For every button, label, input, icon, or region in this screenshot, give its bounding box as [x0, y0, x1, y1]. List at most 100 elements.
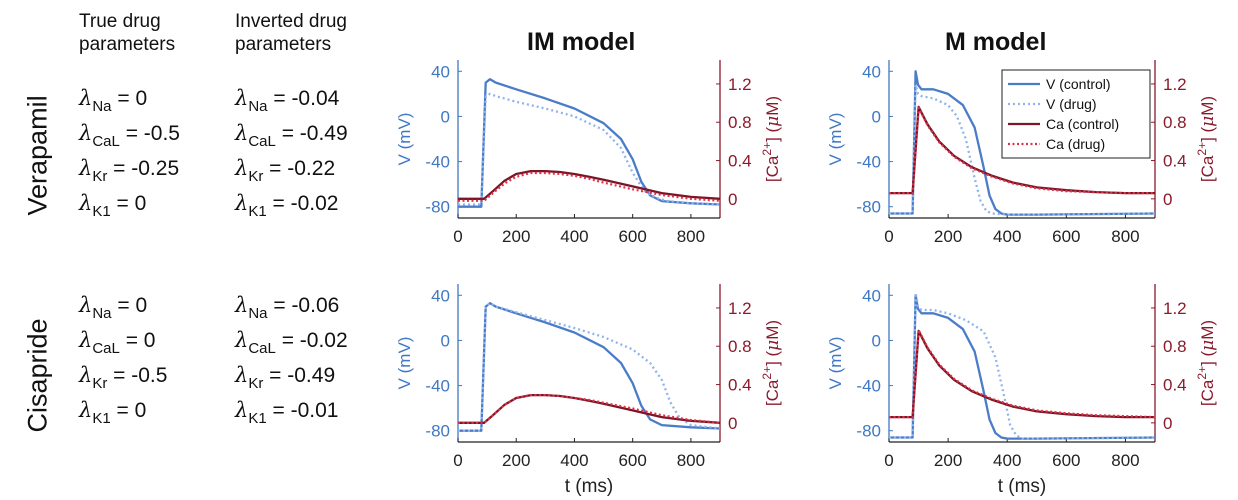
left-tick-label: 0: [872, 331, 881, 350]
label-part: [Ca: [1198, 379, 1217, 406]
left-tick-label: -40: [856, 377, 881, 396]
right-tick-label: 0.4: [728, 152, 752, 171]
right-axis-label: [Ca2+] (μM): [760, 320, 783, 406]
left-tick-label: -40: [425, 153, 450, 172]
param-value: = -0.22: [269, 157, 336, 180]
param-sub: K1: [92, 203, 111, 220]
param-row: λNa = 0: [79, 293, 167, 328]
param-value: = -0.04: [273, 87, 340, 110]
column-title-im-model: IM model: [527, 28, 636, 56]
right-axis-label: [Ca2+] (μM): [760, 96, 783, 182]
left-axis-label: V (mV): [826, 337, 845, 390]
left-tick-label: 40: [431, 62, 450, 81]
label-part: M): [763, 320, 782, 340]
lambda-symbol: λ: [235, 363, 249, 387]
series-line-v-control: [889, 294, 1156, 440]
x-axis-label: t (ms): [565, 476, 614, 497]
lambda-symbol: λ: [235, 293, 249, 317]
right-tick-label: 0.8: [728, 113, 752, 132]
param-value: = -0.25: [113, 157, 180, 180]
x-tick-label: 400: [560, 227, 588, 246]
right-tick-label: 0.8: [1163, 113, 1187, 132]
param-sub: K1: [248, 410, 267, 427]
param-sub: CaL: [248, 340, 276, 357]
left-tick-label: -80: [425, 198, 450, 217]
param-row: λNa = -0.04: [235, 86, 348, 121]
param-row: λCaL = -0.49: [235, 121, 348, 156]
left-axis-label-group: V (mV): [395, 337, 414, 390]
series-line-v-drug: [458, 92, 721, 206]
param-value: = -0.01: [272, 399, 339, 422]
right-tick-label: 1.2: [728, 299, 752, 318]
param-sub: Na: [92, 98, 112, 115]
x-axis-label: t (ms): [998, 476, 1047, 497]
right-axis-label: [Ca2+] (μM): [1195, 96, 1218, 182]
param-row: λK1 = 0: [79, 191, 180, 226]
label-mu: μ: [1198, 116, 1218, 127]
x-tick-label: 600: [618, 227, 646, 246]
left-tick-label: 40: [431, 286, 450, 305]
series-line-ca-control: [889, 329, 1155, 419]
param-row: λKr = -0.5: [79, 363, 167, 398]
param-sub: K1: [92, 410, 111, 427]
right-tick-label: 0: [728, 190, 737, 209]
series-line-v-drug: [889, 291, 1156, 440]
lambda-symbol: λ: [79, 293, 93, 317]
right-axis-label-text: [Ca2+] (μM): [760, 320, 783, 406]
right-tick-label: 0: [728, 414, 737, 433]
label-superscript: 2+: [760, 366, 774, 380]
header-inverted-params: Inverted drug parameters: [235, 10, 347, 56]
left-axis-label-group: V (mV): [826, 113, 845, 166]
legend-label: Ca (control): [1046, 116, 1119, 132]
x-tick-label: 200: [934, 451, 962, 470]
label-mu: μ: [763, 340, 783, 351]
right-axis-label-text: [Ca2+] (μM): [760, 96, 783, 182]
label-part: ] (: [1198, 126, 1217, 141]
lambda-symbol: λ: [79, 191, 93, 215]
left-axis-label: V (mV): [826, 113, 845, 166]
lambda-symbol: λ: [79, 121, 93, 145]
param-sub: Kr: [248, 375, 264, 392]
param-row: λNa = 0: [79, 86, 180, 121]
param-row: λNa = -0.06: [235, 293, 348, 328]
param-value: = -0.49: [269, 364, 336, 387]
x-tick-label: 600: [1052, 451, 1080, 470]
label-mu: μ: [1198, 340, 1218, 351]
right-tick-label: 0: [1163, 190, 1172, 209]
left-tick-label: -80: [856, 422, 881, 441]
param-value: = -0.06: [273, 294, 340, 317]
left-tick-label: -80: [425, 422, 450, 441]
param-value: = 0: [116, 192, 147, 215]
param-list-cisapride-true: λNa = 0 λCaL = 0 λKr = -0.5 λK1 = 0: [79, 293, 167, 433]
left-tick-label: -40: [425, 377, 450, 396]
label-part: ] (: [1198, 350, 1217, 365]
left-axis-label: V (mV): [395, 113, 414, 166]
label-part: M): [763, 96, 782, 116]
label-part: [Ca: [763, 155, 782, 182]
param-row: λCaL = -0.02: [235, 328, 348, 363]
param-sub: Na: [248, 98, 268, 115]
left-axis-label-group: V (mV): [826, 337, 845, 390]
param-row: λKr = -0.49: [235, 363, 348, 398]
param-row: λK1 = -0.01: [235, 398, 348, 433]
lambda-symbol: λ: [235, 328, 249, 352]
x-tick-label: 400: [993, 227, 1021, 246]
lambda-symbol: λ: [79, 86, 93, 110]
left-tick-label: 0: [441, 331, 450, 350]
label-part: [Ca: [763, 379, 782, 406]
right-tick-label: 0.4: [1163, 152, 1187, 171]
left-tick-label: 40: [862, 286, 881, 305]
label-part: [Ca: [1198, 155, 1217, 182]
left-tick-label: -40: [856, 153, 881, 172]
lambda-symbol: λ: [79, 398, 93, 422]
label-superscript: 2+: [760, 142, 774, 156]
param-sub: K1: [248, 203, 267, 220]
param-row: λKr = -0.25: [79, 156, 180, 191]
header-true-line2: parameters: [79, 34, 176, 55]
left-tick-label: 40: [862, 62, 881, 81]
x-tick-label: 0: [453, 227, 462, 246]
param-sub: Kr: [92, 168, 108, 185]
header-inverted-line1: Inverted drug: [235, 11, 347, 32]
